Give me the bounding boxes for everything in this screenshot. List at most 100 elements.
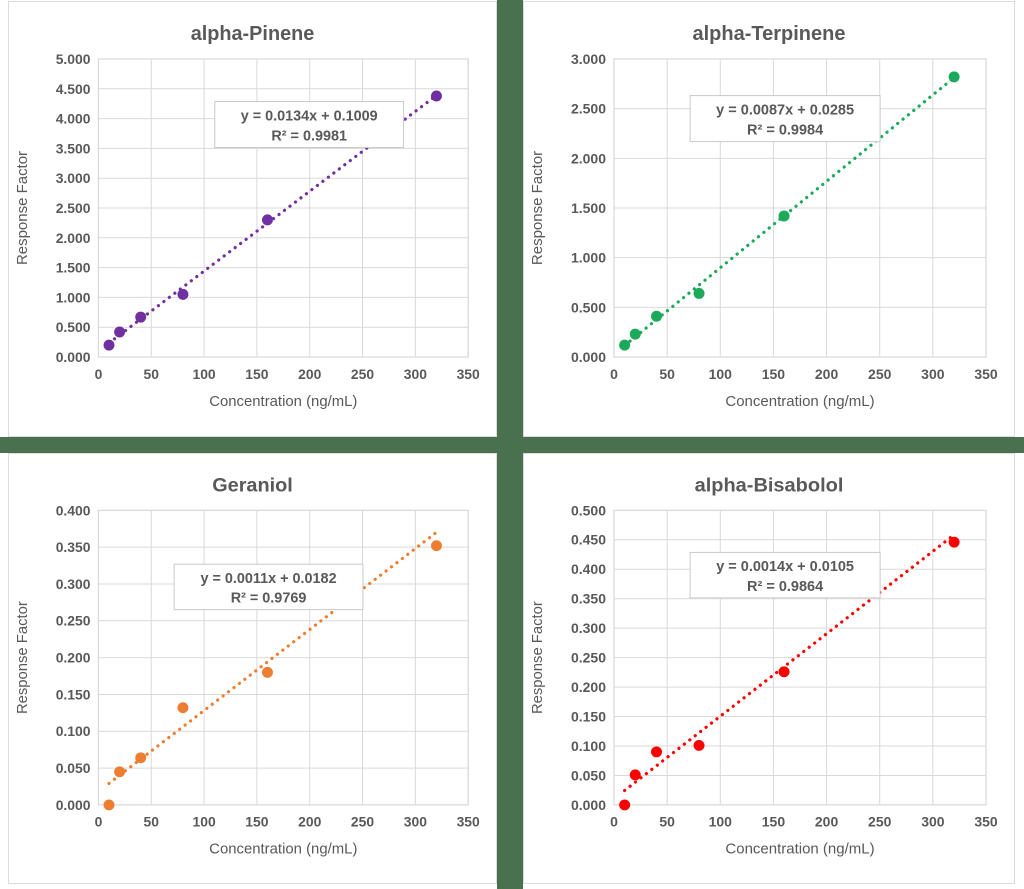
y-tick-label: 0.000 bbox=[56, 797, 91, 813]
equation-text: y = 0.0087x + 0.0285 bbox=[716, 103, 854, 119]
y-tick-label: 3.000 bbox=[56, 170, 91, 186]
y-tick-label: 0.500 bbox=[571, 502, 606, 518]
data-point bbox=[651, 746, 663, 758]
data-point bbox=[778, 666, 790, 678]
y-tick-label: 0.350 bbox=[571, 591, 606, 607]
data-point bbox=[629, 769, 641, 781]
y-tick-label: 0.450 bbox=[571, 532, 606, 548]
plot-area-border bbox=[97, 58, 469, 358]
data-point bbox=[114, 326, 126, 338]
y-tick-label: 1.000 bbox=[571, 250, 606, 266]
plot-area-border bbox=[97, 509, 469, 806]
y-tick-label: 0.500 bbox=[56, 319, 91, 335]
chart-title: alpha-Bisabolol bbox=[695, 475, 844, 497]
x-tick-label: 300 bbox=[921, 814, 945, 830]
x-axis-label: Concentration (ng/mL) bbox=[209, 841, 357, 857]
y-tick-label: 0.100 bbox=[56, 723, 91, 739]
x-tick-label: 350 bbox=[457, 814, 480, 830]
x-tick-label: 200 bbox=[815, 366, 839, 382]
x-tick-label: 50 bbox=[144, 366, 160, 382]
y-tick-label: 0.000 bbox=[571, 349, 606, 365]
data-point bbox=[135, 752, 147, 764]
data-point bbox=[177, 288, 189, 300]
x-tick-label: 0 bbox=[95, 814, 103, 830]
x-tick-label: 350 bbox=[974, 814, 998, 830]
data-point bbox=[103, 799, 115, 811]
x-tick-label: 100 bbox=[192, 366, 215, 382]
y-tick-label: 0.250 bbox=[56, 613, 91, 629]
data-point bbox=[103, 339, 115, 351]
x-axis-label: Concentration (ng/mL) bbox=[725, 841, 874, 857]
horizontal-divider bbox=[0, 437, 1024, 453]
x-tick-label: 300 bbox=[921, 366, 945, 382]
chart-svg: 0.000 0.500 1.000 1.500 2.000 2.500 3.000 3.500… bbox=[14, 23, 480, 410]
data-point bbox=[261, 666, 273, 678]
x-tick-label: 0 bbox=[95, 366, 103, 382]
y-axis-label: Response Factor bbox=[14, 151, 31, 265]
chart-svg: 0.000 0.050 0.100 0.150 0.200 0.250 0.300 0.350… bbox=[15, 475, 480, 858]
x-tick-label: 200 bbox=[815, 814, 839, 830]
y-tick-label: 2.500 bbox=[56, 200, 91, 216]
y-tick-label: 0.300 bbox=[571, 620, 606, 636]
data-point bbox=[135, 311, 147, 323]
x-tick-label: 50 bbox=[659, 814, 675, 830]
x-tick-label: 250 bbox=[351, 366, 374, 382]
y-tick-label: 1.500 bbox=[571, 200, 606, 216]
y-tick-label: 0.300 bbox=[56, 576, 91, 592]
equation-box bbox=[214, 101, 405, 149]
trendline bbox=[623, 533, 956, 793]
x-tick-label: 300 bbox=[404, 366, 427, 382]
y-tick-label: 0.150 bbox=[571, 709, 606, 725]
chart-title: alpha-Pinene bbox=[191, 23, 315, 45]
y-tick-label: 0.200 bbox=[571, 679, 606, 695]
y-tick-label: 0.100 bbox=[571, 738, 606, 754]
y-tick-label: 0.050 bbox=[56, 760, 91, 776]
x-axis-label: Concentration (ng/mL) bbox=[725, 393, 874, 410]
r2-text: R² = 0.9981 bbox=[271, 129, 347, 145]
data-point bbox=[619, 339, 631, 351]
data-point bbox=[693, 739, 705, 751]
y-tick-label: 0.400 bbox=[56, 502, 91, 518]
x-tick-label: 100 bbox=[192, 814, 215, 830]
y-tick-label: 0.150 bbox=[56, 686, 91, 702]
y-axis-label: Response Factor bbox=[15, 601, 31, 714]
equation-text: y = 0.0014x + 0.0105 bbox=[716, 559, 854, 575]
data-point bbox=[948, 71, 960, 83]
equation-text: y = 0.0011x + 0.0182 bbox=[200, 571, 336, 587]
x-tick-label: 350 bbox=[457, 366, 480, 382]
y-tick-label: 0.000 bbox=[56, 349, 91, 365]
y-tick-label: 0.500 bbox=[571, 299, 606, 315]
x-tick-label: 0 bbox=[610, 814, 618, 830]
x-tick-label: 200 bbox=[298, 366, 321, 382]
trendline bbox=[107, 530, 439, 785]
y-tick-label: 0.200 bbox=[56, 650, 91, 666]
y-tick-label: 3.500 bbox=[56, 140, 91, 156]
x-tick-label: 150 bbox=[762, 366, 786, 382]
y-tick-label: 5.000 bbox=[56, 51, 91, 67]
data-point bbox=[261, 214, 273, 226]
y-axis-label: Response Factor bbox=[530, 601, 546, 714]
y-tick-label: 2.500 bbox=[571, 101, 606, 117]
data-point bbox=[619, 799, 631, 811]
data-point bbox=[693, 287, 705, 299]
data-point bbox=[629, 328, 641, 340]
equation-box bbox=[689, 551, 881, 599]
x-tick-label: 50 bbox=[659, 366, 675, 382]
data-point bbox=[651, 310, 663, 322]
y-tick-label: 1.000 bbox=[56, 289, 91, 305]
y-tick-label: 0.050 bbox=[571, 767, 606, 783]
x-tick-label: 350 bbox=[974, 366, 998, 382]
data-point bbox=[431, 540, 442, 552]
chart-svg: 0.000 0.500 1.000 1.500 2.000 2.500 3.000 0 50 10… bbox=[529, 23, 998, 410]
data-point bbox=[177, 702, 189, 714]
y-tick-label: 0.350 bbox=[56, 539, 91, 555]
y-tick-label: 4.500 bbox=[56, 81, 91, 97]
data-point bbox=[431, 90, 442, 102]
r2-text: R² = 0.9864 bbox=[747, 579, 823, 595]
plot-area-border bbox=[613, 509, 987, 806]
y-tick-label: 2.000 bbox=[56, 230, 91, 246]
x-tick-label: 100 bbox=[709, 814, 733, 830]
y-axis-label: Response Factor bbox=[529, 151, 546, 265]
x-tick-label: 150 bbox=[245, 814, 268, 830]
